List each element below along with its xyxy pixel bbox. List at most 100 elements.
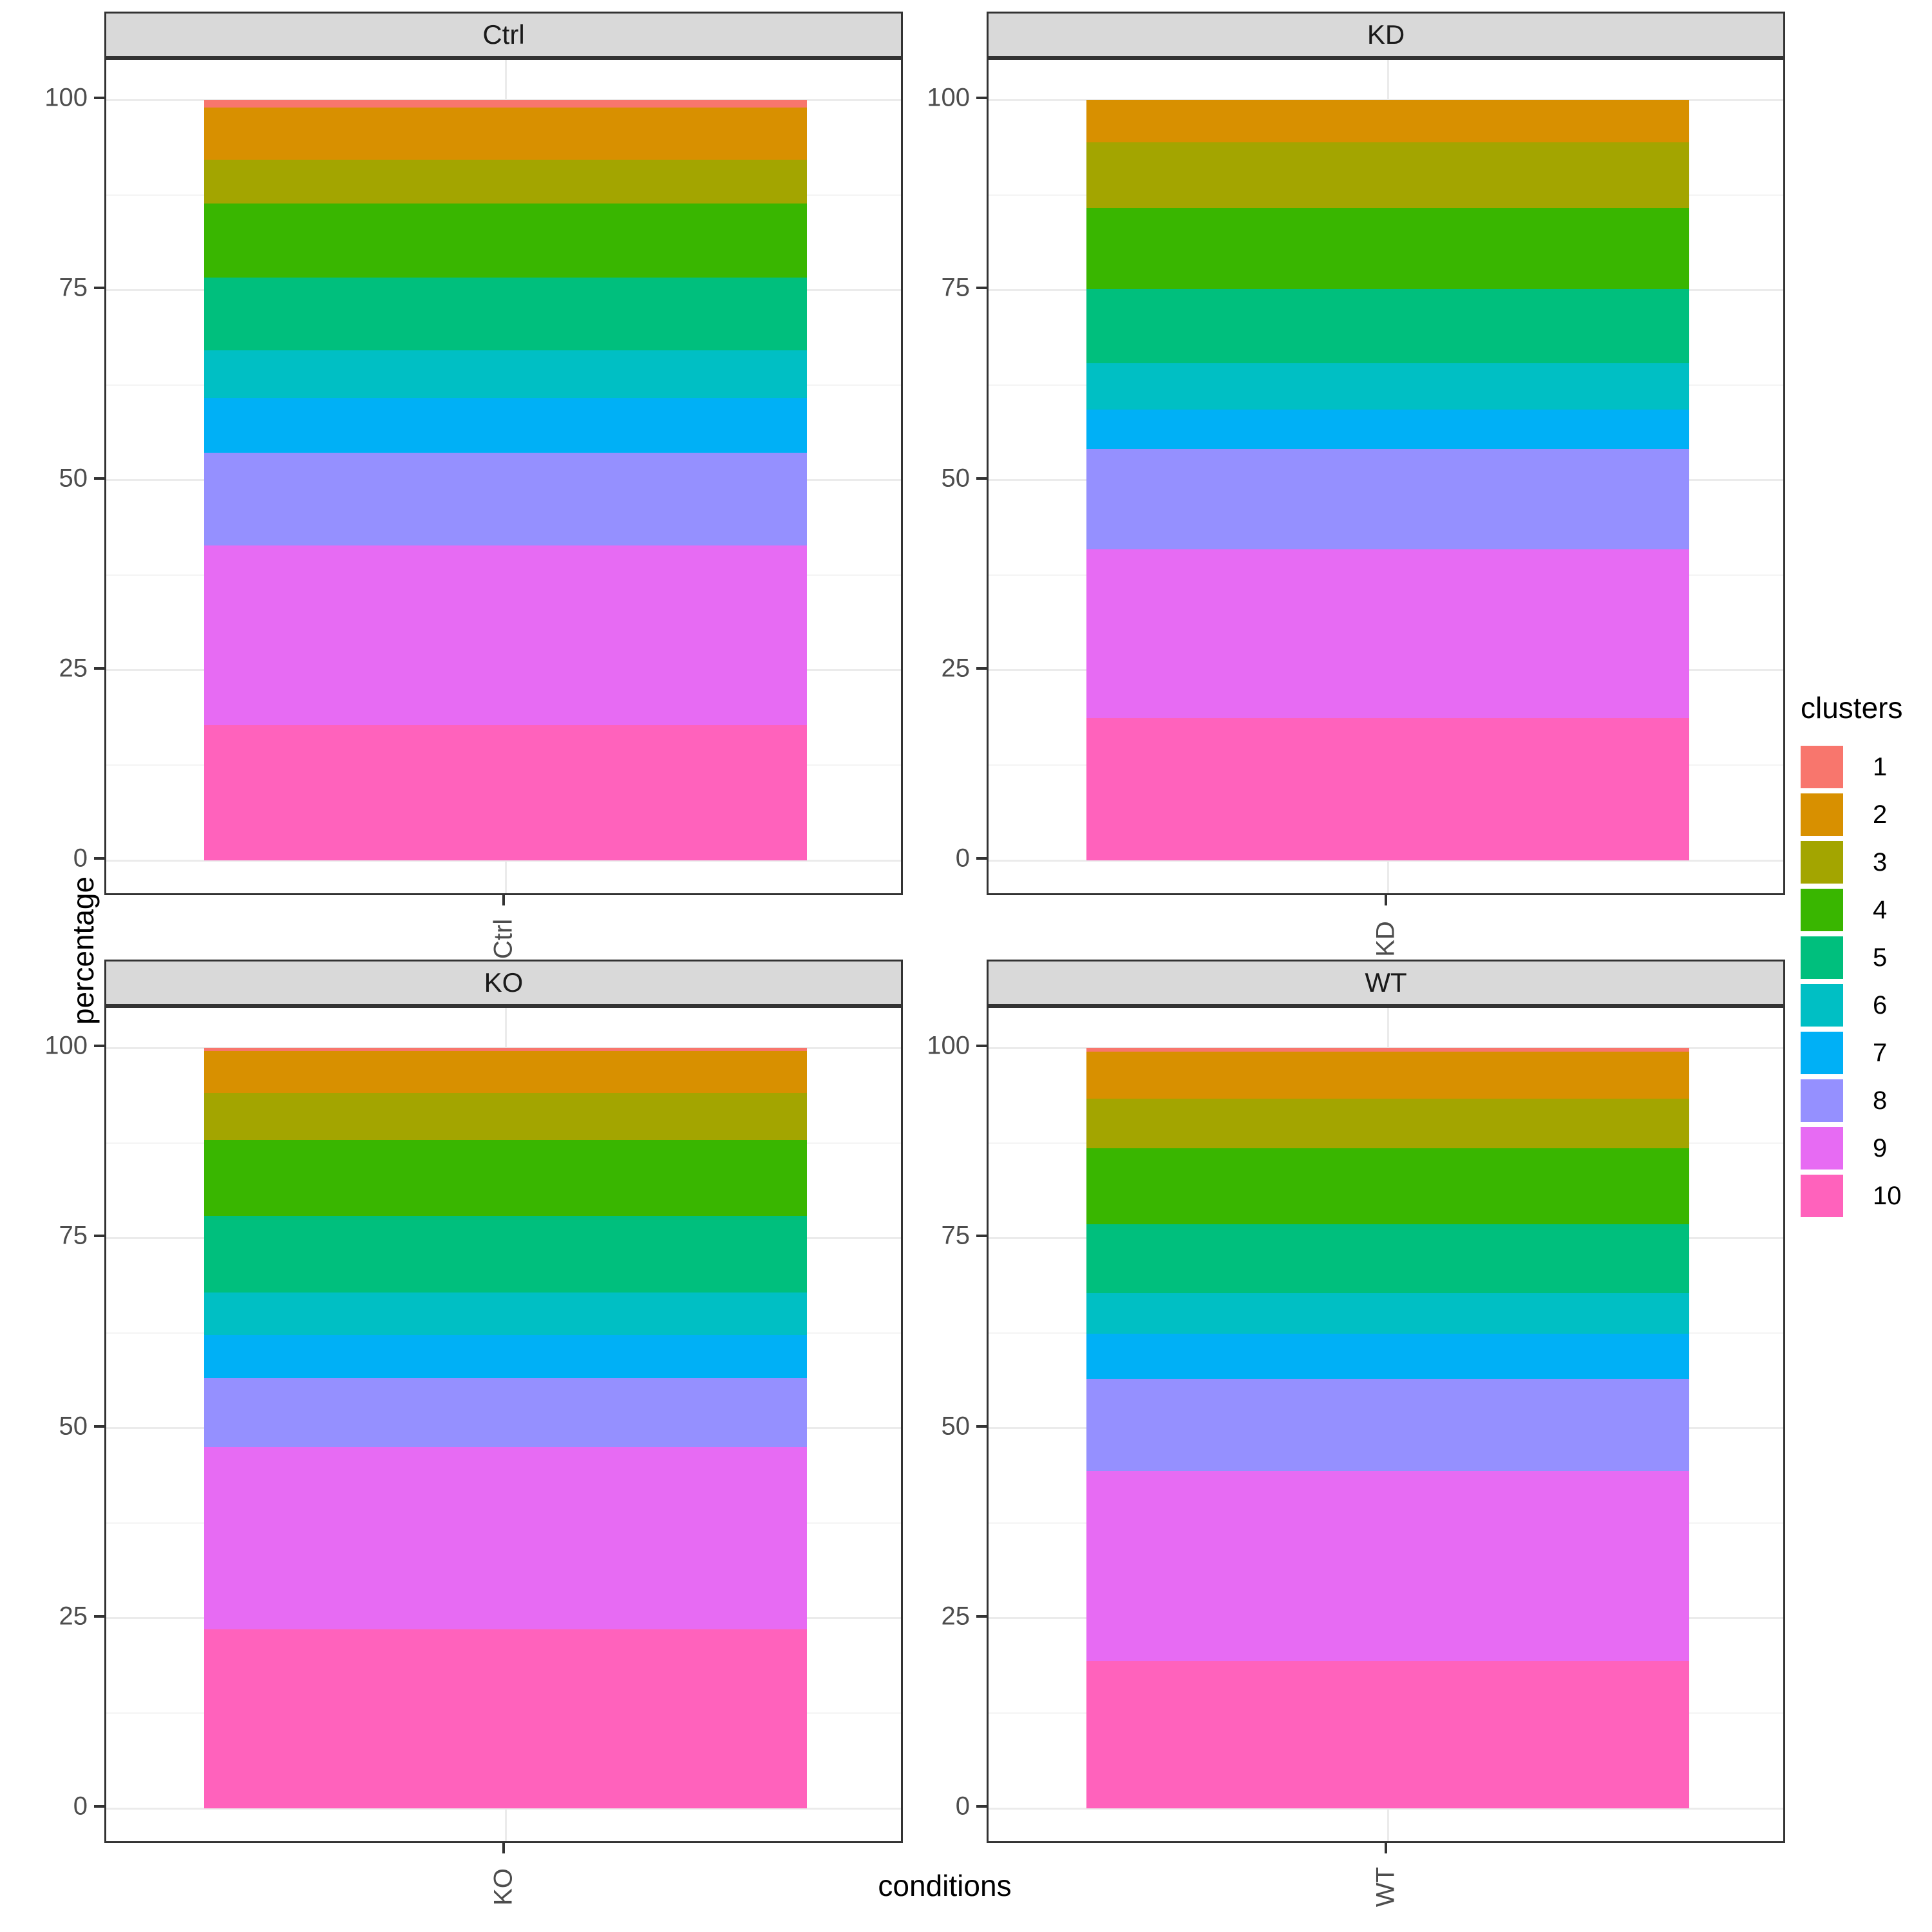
facet-strip-label: KO (484, 967, 524, 998)
legend-item-9: 9 (1801, 1124, 1902, 1172)
bar-segment-cluster-5 (1086, 1224, 1689, 1294)
legend-item-7: 7 (1801, 1029, 1902, 1077)
legend-item-4: 4 (1801, 886, 1902, 934)
bar-segment-cluster-6 (204, 350, 807, 398)
y-axis-tick-label: 75 (59, 273, 88, 302)
y-axis-tick-mark (976, 1045, 987, 1047)
legend-item-label: 1 (1873, 752, 1888, 781)
legend-item-5: 5 (1801, 934, 1902, 981)
gridline-major (989, 1807, 1783, 1810)
stacked-bar-ko (204, 1048, 807, 1808)
bar-segment-cluster-10 (1086, 718, 1689, 860)
gridline-major (106, 1807, 901, 1810)
legend-swatch-4 (1801, 889, 1843, 931)
y-axis-tick-mark (94, 857, 104, 860)
bar-segment-cluster-7 (1086, 409, 1689, 450)
x-axis-title: conditions (878, 1869, 1012, 1902)
bar-segment-cluster-3 (1086, 1099, 1689, 1148)
gridline-major (989, 859, 1783, 862)
y-axis-tick-mark (94, 1425, 104, 1428)
legend-item-label: 7 (1873, 1038, 1888, 1067)
legend-item-label: 5 (1873, 943, 1888, 972)
y-axis-tick-label: 100 (927, 83, 970, 112)
x-axis-tick-label-ko: KO (489, 1868, 518, 1906)
bar-segment-cluster-3 (204, 160, 807, 204)
y-axis-tick-mark (976, 1615, 987, 1618)
y-axis-tick-mark (94, 1045, 104, 1047)
stacked-bar-kd (1086, 100, 1689, 860)
bar-segment-cluster-2 (204, 107, 807, 160)
bar-segment-cluster-1 (204, 1048, 807, 1051)
y-axis-tick-mark (94, 1615, 104, 1618)
bar-segment-cluster-9 (204, 545, 807, 725)
y-axis-tick-mark (94, 477, 104, 480)
y-axis-tick-mark (976, 857, 987, 860)
bar-segment-cluster-6 (1086, 1293, 1689, 1334)
bar-segment-cluster-4 (1086, 207, 1689, 290)
panel-ko (104, 1006, 903, 1843)
legend-item-3: 3 (1801, 838, 1902, 886)
x-axis-tick-mark (1385, 1843, 1387, 1853)
legend-swatch-6 (1801, 984, 1843, 1027)
bar-segment-cluster-7 (204, 397, 807, 453)
bar-segment-cluster-3 (1086, 142, 1689, 208)
x-axis-tick-mark (502, 1843, 505, 1853)
y-axis-tick-label: 50 (941, 1412, 971, 1440)
y-axis-tick-label: 25 (941, 1602, 971, 1631)
y-axis-tick-mark (976, 1805, 987, 1808)
legend-swatch-8 (1801, 1079, 1843, 1122)
bar-segment-cluster-3 (204, 1092, 807, 1140)
facet-strip-wt: WT (987, 960, 1785, 1006)
bar-segment-cluster-9 (1086, 1470, 1689, 1661)
bar-segment-cluster-5 (1086, 289, 1689, 363)
y-axis-tick-mark (94, 1805, 104, 1808)
panel-kd (987, 58, 1785, 895)
y-axis-tick-mark (94, 287, 104, 290)
x-axis-tick-mark (1385, 895, 1387, 905)
bar-segment-cluster-8 (1086, 1378, 1689, 1471)
bar-segment-cluster-7 (204, 1335, 807, 1378)
x-axis-tick-label-wt: WT (1371, 1866, 1400, 1908)
panel-wt (987, 1006, 1785, 1843)
bar-segment-cluster-2 (1086, 100, 1689, 143)
y-axis-tick-mark (976, 667, 987, 670)
bar-segment-cluster-6 (204, 1293, 807, 1336)
bar-segment-cluster-10 (1086, 1660, 1689, 1808)
legend-swatch-5 (1801, 936, 1843, 979)
gridline-major (106, 859, 901, 862)
facet-strip-label: WT (1365, 967, 1407, 998)
legend-swatch-9 (1801, 1127, 1843, 1170)
legend-title: clusters (1801, 691, 1903, 724)
y-axis-tick-mark (976, 97, 987, 99)
bar-segment-cluster-5 (204, 1215, 807, 1293)
legend-swatch-10 (1801, 1175, 1843, 1217)
y-axis-tick-label: 75 (941, 273, 971, 302)
bar-segment-cluster-7 (1086, 1334, 1689, 1379)
legend-item-label: 9 (1873, 1133, 1888, 1162)
bar-segment-cluster-1 (1086, 1048, 1689, 1052)
legend-swatch-2 (1801, 793, 1843, 836)
panel-ctrl (104, 58, 903, 895)
bar-segment-cluster-9 (1086, 549, 1689, 719)
legend-item-1: 1 (1801, 743, 1902, 791)
y-axis-tick-label: 0 (73, 844, 88, 873)
bar-segment-cluster-10 (204, 1629, 807, 1808)
y-axis-tick-mark (94, 667, 104, 670)
legend-item-6: 6 (1801, 981, 1902, 1029)
legend: clusters 1 2 3 4 5 6 7 8 9 10 (1801, 690, 1902, 1220)
y-axis-tick-label: 0 (955, 844, 970, 873)
y-axis-tick-label: 75 (59, 1221, 88, 1250)
bar-segment-cluster-4 (204, 1139, 807, 1216)
y-axis-tick-mark (976, 1425, 987, 1428)
stacked-bar-wt (1086, 1048, 1689, 1808)
y-axis-tick-label: 75 (941, 1221, 971, 1250)
bar-segment-cluster-6 (1086, 363, 1689, 410)
bar-segment-cluster-2 (204, 1050, 807, 1093)
y-axis-tick-label: 50 (941, 464, 971, 492)
y-axis-tick-mark (976, 287, 987, 290)
y-axis-tick-label: 0 (73, 1792, 88, 1821)
y-axis-tick-label: 100 (927, 1031, 970, 1060)
y-axis-tick-mark (94, 1235, 104, 1238)
legend-item-label: 2 (1873, 800, 1888, 829)
legend-item-label: 10 (1873, 1181, 1902, 1210)
